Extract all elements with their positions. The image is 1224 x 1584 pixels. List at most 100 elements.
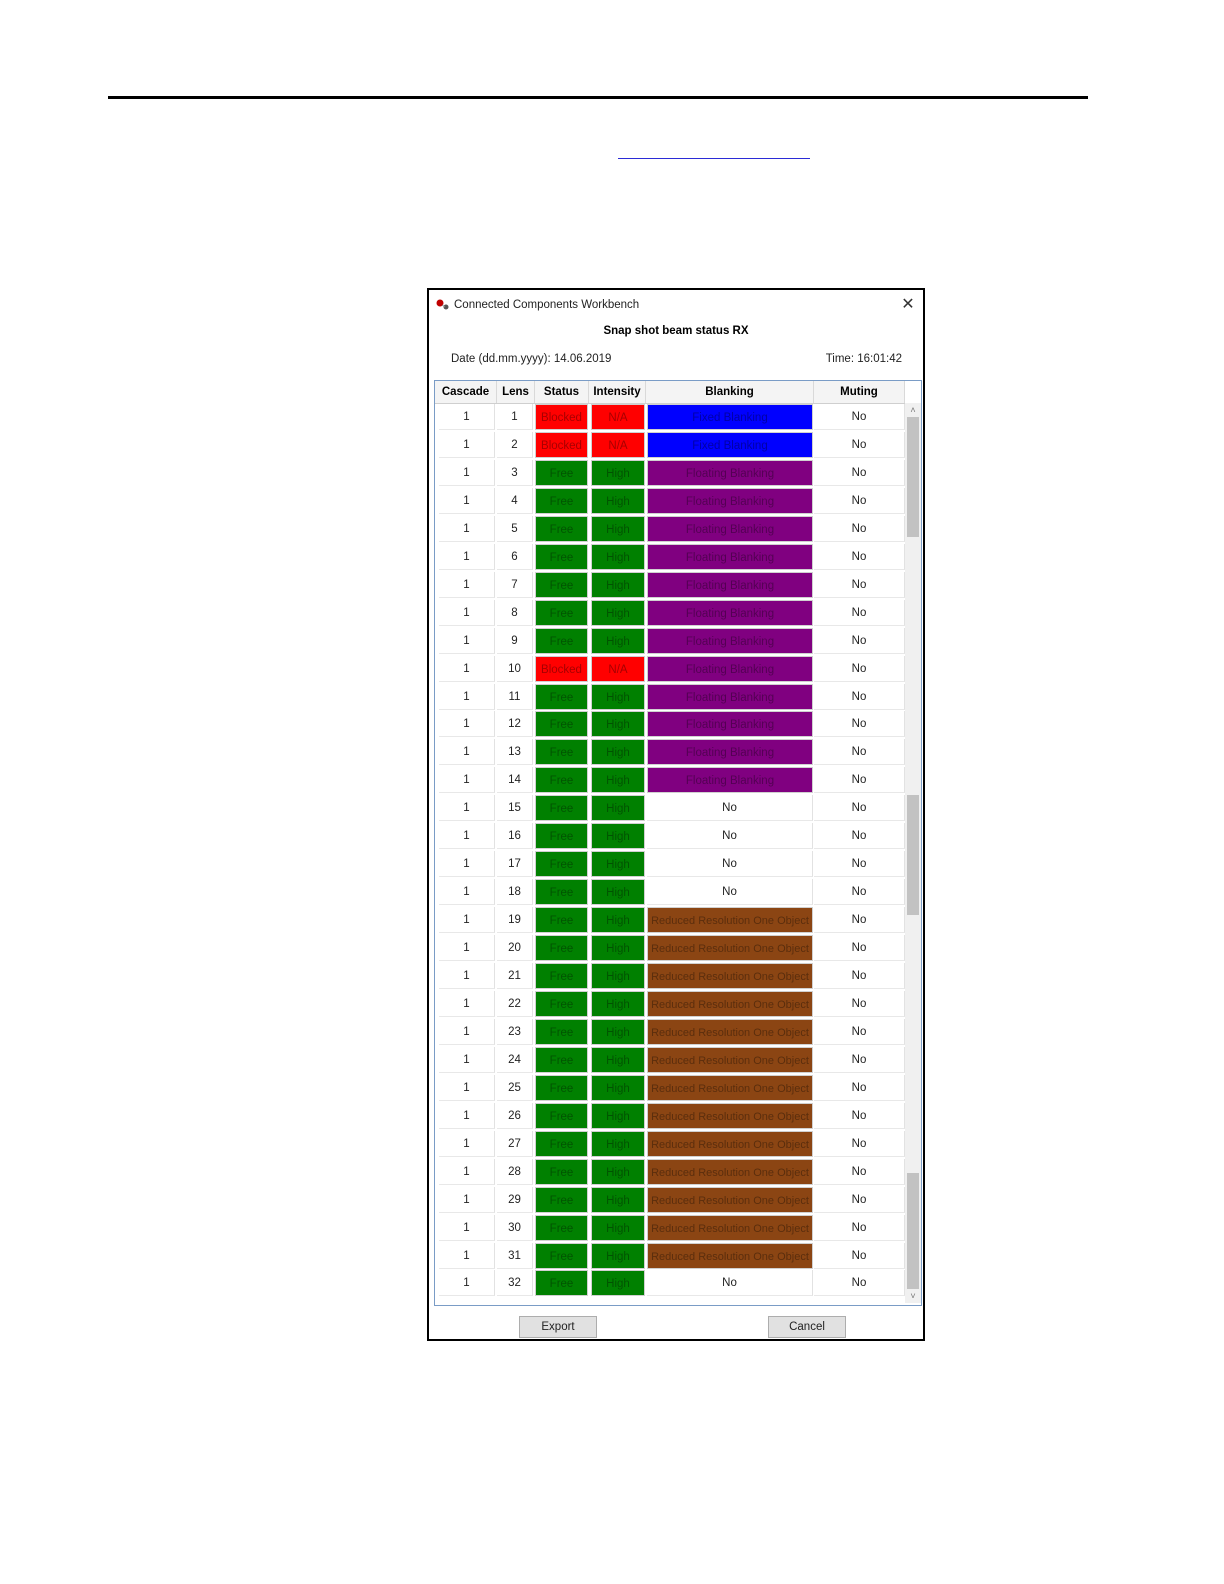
blanking-cell: Floating Blanking xyxy=(647,515,813,542)
blanking-cell: Reduced Resolution One Object xyxy=(647,1158,813,1185)
table-row[interactable]: 1 8 Free High Floating Blanking No xyxy=(435,599,905,627)
cascade-cell: 1 xyxy=(439,431,495,458)
muting-cell: No xyxy=(814,851,905,878)
header-status[interactable]: Status xyxy=(535,381,589,403)
blanking-cell: Reduced Resolution One Object xyxy=(647,1214,813,1241)
intensity-cell: High xyxy=(591,1242,645,1269)
table-row[interactable]: 1 31 Free High Reduced Resolution One Object… xyxy=(435,1242,905,1270)
table-row[interactable]: 1 29 Free High Reduced Resolution One Object… xyxy=(435,1186,905,1214)
table-row[interactable]: 1 2 Blocked N/A Fixed Blanking No xyxy=(435,431,905,459)
table-row[interactable]: 1 17 Free High No No xyxy=(435,850,905,878)
table-row[interactable]: 1 20 Free High Reduced Resolution One Object… xyxy=(435,934,905,962)
table-row[interactable]: 1 10 Blocked N/A Floating Blanking No xyxy=(435,655,905,683)
table-row[interactable]: 1 24 Free High Reduced Resolution One Object… xyxy=(435,1046,905,1074)
status-cell: Free xyxy=(535,627,588,654)
table-row[interactable]: 1 28 Free High Reduced Resolution One Object… xyxy=(435,1158,905,1186)
cascade-cell: 1 xyxy=(439,1130,495,1157)
table-row[interactable]: 1 32 Free High No No xyxy=(435,1269,905,1297)
table-row[interactable]: 1 14 Free High Floating Blanking No xyxy=(435,766,905,794)
header-muting[interactable]: Muting xyxy=(814,381,905,403)
scrollbar-thumb-middle[interactable] xyxy=(907,795,919,915)
table-row[interactable]: 1 25 Free High Reduced Resolution One Object… xyxy=(435,1074,905,1102)
scroll-up-arrow-icon[interactable]: ˄ xyxy=(910,405,916,415)
table-row[interactable]: 1 27 Free High Reduced Resolution One Object… xyxy=(435,1130,905,1158)
muting-cell: No xyxy=(814,739,905,766)
muting-cell: No xyxy=(814,599,905,626)
lens-cell: 16 xyxy=(497,823,533,850)
table-row[interactable]: 1 7 Free High Floating Blanking No xyxy=(435,571,905,599)
document-link-underline[interactable] xyxy=(618,157,810,159)
muting-cell: No xyxy=(814,935,905,962)
scrollbar-thumb-top[interactable] xyxy=(907,417,919,537)
title-bar[interactable]: Connected Components Workbench ✕ xyxy=(429,290,923,320)
header-cascade[interactable]: Cascade xyxy=(435,381,497,403)
table-row[interactable]: 1 11 Free High Floating Blanking No xyxy=(435,683,905,711)
status-cell: Free xyxy=(535,515,588,542)
intensity-cell: High xyxy=(591,515,645,542)
cascade-cell: 1 xyxy=(439,935,495,962)
lens-cell: 13 xyxy=(497,739,533,766)
export-button[interactable]: Export xyxy=(519,1316,597,1338)
intensity-cell: High xyxy=(591,1102,645,1129)
table-row[interactable]: 1 1 Blocked N/A Fixed Blanking No xyxy=(435,403,905,431)
muting-cell: No xyxy=(814,1242,905,1269)
table-row[interactable]: 1 30 Free High Reduced Resolution One Object… xyxy=(435,1214,905,1242)
table-row[interactable]: 1 15 Free High No No xyxy=(435,794,905,822)
muting-cell: No xyxy=(814,711,905,738)
lens-cell: 18 xyxy=(497,879,533,906)
vertical-scrollbar[interactable]: ˄ ˅ xyxy=(905,403,921,1303)
cascade-cell: 1 xyxy=(439,1074,495,1101)
scroll-down-arrow-icon[interactable]: ˅ xyxy=(910,1291,916,1301)
intensity-cell: High xyxy=(591,1186,645,1213)
header-lens[interactable]: Lens xyxy=(497,381,535,403)
lens-cell: 7 xyxy=(497,571,533,598)
lens-cell: 30 xyxy=(497,1214,533,1241)
dialog-heading: Snap shot beam status RX xyxy=(603,325,749,337)
scrollbar-thumb-bottom[interactable] xyxy=(907,1173,919,1289)
blanking-cell: Reduced Resolution One Object xyxy=(647,1102,813,1129)
table-row[interactable]: 1 3 Free High Floating Blanking No xyxy=(435,459,905,487)
status-cell: Free xyxy=(535,683,588,710)
intensity-cell: High xyxy=(591,851,645,878)
muting-cell: No xyxy=(814,823,905,850)
table-row[interactable]: 1 13 Free High Floating Blanking No xyxy=(435,738,905,766)
blanking-cell: No xyxy=(647,851,813,878)
table-row[interactable]: 1 22 Free High Reduced Resolution One Object… xyxy=(435,990,905,1018)
blanking-cell: Reduced Resolution One Object xyxy=(647,1186,813,1213)
window-title: Connected Components Workbench xyxy=(454,299,640,311)
close-icon[interactable]: ✕ xyxy=(901,296,915,313)
cascade-cell: 1 xyxy=(439,1186,495,1213)
status-cell: Free xyxy=(535,935,588,962)
header-intensity[interactable]: Intensity xyxy=(589,381,646,403)
table-row[interactable]: 1 6 Free High Floating Blanking No xyxy=(435,543,905,571)
status-cell: Free xyxy=(535,459,588,486)
muting-cell: No xyxy=(814,459,905,486)
intensity-cell: High xyxy=(591,1214,645,1241)
cascade-cell: 1 xyxy=(439,1242,495,1269)
lens-cell: 6 xyxy=(497,543,533,570)
table-row[interactable]: 1 21 Free High Reduced Resolution One Object… xyxy=(435,962,905,990)
table-row[interactable]: 1 9 Free High Floating Blanking No xyxy=(435,627,905,655)
cascade-cell: 1 xyxy=(439,599,495,626)
lens-cell: 21 xyxy=(497,963,533,989)
lens-cell: 31 xyxy=(497,1242,533,1269)
table-row[interactable]: 1 18 Free High No No xyxy=(435,878,905,906)
cascade-cell: 1 xyxy=(439,851,495,878)
page-top-rule xyxy=(108,96,1088,99)
snapshot-dialog: Connected Components Workbench ✕ Snap sh… xyxy=(427,288,925,1341)
status-cell: Free xyxy=(535,1102,588,1129)
header-blanking[interactable]: Blanking xyxy=(646,381,814,403)
table-row[interactable]: 1 5 Free High Floating Blanking No xyxy=(435,515,905,543)
cascade-cell: 1 xyxy=(439,795,495,822)
cancel-button[interactable]: Cancel xyxy=(768,1316,846,1338)
cascade-cell: 1 xyxy=(439,487,495,514)
table-row[interactable]: 1 16 Free High No No xyxy=(435,822,905,850)
table-row[interactable]: 1 4 Free High Floating Blanking No xyxy=(435,487,905,515)
table-row[interactable]: 1 19 Free High Reduced Resolution One Object… xyxy=(435,906,905,934)
table-row[interactable]: 1 23 Free High Reduced Resolution One Object… xyxy=(435,1018,905,1046)
table-row[interactable]: 1 26 Free High Reduced Resolution One Object… xyxy=(435,1102,905,1130)
cascade-cell: 1 xyxy=(439,1270,495,1297)
lens-cell: 5 xyxy=(497,515,533,542)
table-row[interactable]: 1 12 Free High Floating Blanking No xyxy=(435,710,905,738)
cascade-cell: 1 xyxy=(439,627,495,654)
